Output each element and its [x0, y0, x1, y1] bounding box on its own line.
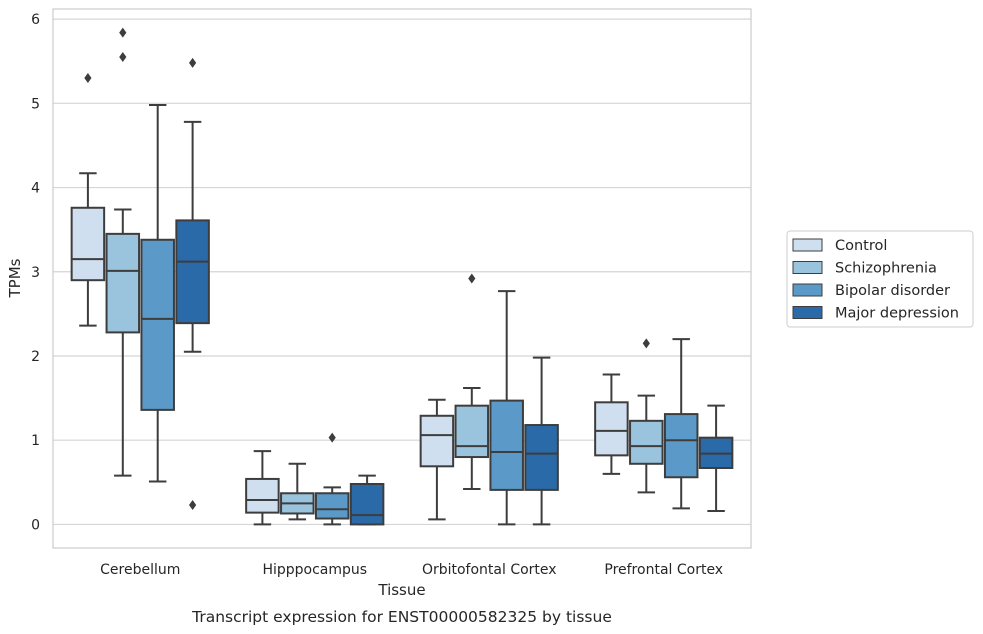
x-tick-label: Cerebellum: [100, 562, 180, 578]
box-group: [314, 432, 350, 526]
box-group: [245, 450, 280, 526]
box: [314, 492, 350, 520]
box: [629, 419, 664, 465]
x-tick-label: Orbitofontal Cortex: [422, 562, 557, 578]
y-tick-label: 2: [31, 349, 40, 365]
box: [349, 482, 385, 526]
legend-label: Major depression: [835, 306, 959, 322]
box-group: [698, 404, 734, 512]
box: [663, 413, 699, 479]
y-tick-label: 4: [31, 181, 40, 197]
x-tick-label: Prefrontal Cortex: [604, 562, 723, 578]
outlier-point: [189, 500, 197, 511]
box: [140, 238, 175, 411]
box-group: [70, 73, 106, 327]
y-tick-label: 0: [31, 517, 40, 533]
outlier-point: [119, 27, 127, 38]
box-group: [524, 356, 559, 526]
boxes: [70, 27, 734, 526]
box-group: [454, 273, 490, 491]
legend-label: Control: [835, 238, 887, 254]
box-group: [629, 338, 664, 494]
y-tick-label: 3: [31, 265, 40, 281]
box: [70, 206, 106, 282]
legend-frame: [786, 230, 974, 328]
outlier-point: [468, 273, 476, 284]
box: [105, 232, 141, 334]
box-group: [175, 57, 210, 511]
box: [594, 401, 629, 457]
box: [454, 404, 490, 459]
box-group: [280, 462, 315, 521]
y-tick-label: 1: [31, 433, 40, 449]
outlier-point: [84, 73, 92, 84]
y-axis-ticks: 0 1 2 3 4 5 6: [31, 12, 40, 533]
y-axis-title: TPMs: [6, 258, 24, 298]
box: [175, 219, 210, 325]
outlier-point: [189, 57, 197, 68]
box: [245, 477, 280, 514]
box-group: [140, 104, 175, 483]
legend-label: Bipolar disorder: [835, 283, 950, 299]
outlier-point: [328, 432, 336, 443]
legend-swatch: [792, 238, 823, 252]
legend-swatch: [792, 283, 823, 297]
y-tick-label: 5: [31, 96, 40, 112]
legend-swatch: [792, 306, 823, 319]
x-axis-title: Tissue: [377, 581, 425, 599]
plot-area: [52, 8, 752, 549]
legend-items: Control Schizophrenia Bipolar disorder Majo…: [792, 238, 959, 322]
box-group: [419, 398, 455, 521]
legend: Control Schizophrenia Bipolar disorder Majo…: [786, 230, 974, 328]
x-tick-label: Hipppocampus: [262, 562, 367, 578]
box-group: [594, 373, 629, 475]
box: [489, 399, 524, 491]
box: [524, 424, 559, 491]
box-group: [105, 27, 141, 477]
box: [419, 414, 455, 468]
legend-swatch: [792, 261, 823, 274]
chart-caption: Transcript expression for ENST0000058232…: [191, 608, 612, 626]
box-group: [663, 338, 699, 510]
outlier-point: [642, 338, 650, 349]
box-group: [349, 474, 385, 526]
y-tick-label: 6: [31, 12, 40, 28]
x-axis-ticks: Cerebellum Hipppocampus Orbitofontal Corte…: [100, 562, 723, 578]
outlier-point: [119, 52, 127, 63]
box-group: [489, 290, 524, 526]
legend-label: Schizophrenia: [835, 261, 937, 277]
